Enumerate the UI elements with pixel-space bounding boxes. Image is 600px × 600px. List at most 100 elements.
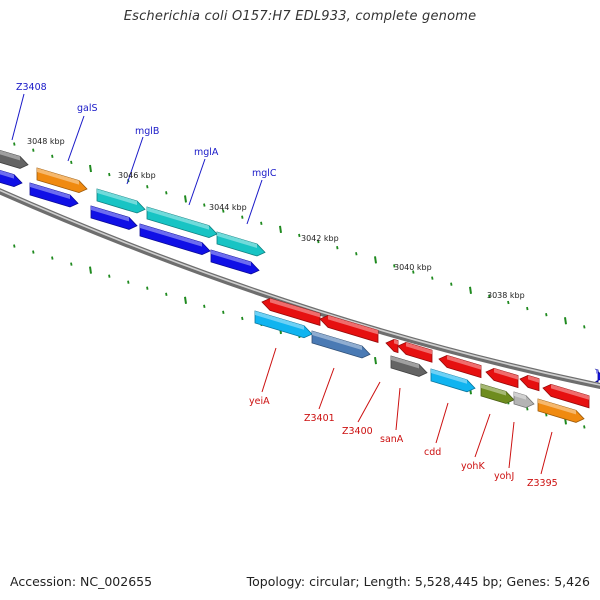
gene-label-yeia[interactable]: yeiA <box>249 396 270 407</box>
tick-mark <box>450 282 453 286</box>
tick-mark <box>32 250 35 254</box>
gene-feature-highlight <box>147 207 209 230</box>
tick-mark <box>222 209 225 213</box>
tick-mark <box>374 256 377 264</box>
leader-line <box>508 421 515 469</box>
gene-feature-highlight <box>551 384 589 400</box>
kbp-label: 3040 kbp <box>394 263 432 272</box>
tick-mark <box>393 264 396 268</box>
tick-mark <box>203 203 206 207</box>
gene-feature <box>397 341 433 363</box>
tick-layer <box>13 142 586 429</box>
gene-feature-highlight <box>328 315 378 335</box>
gene-label-yohk[interactable]: yohK <box>461 461 485 472</box>
tick-mark <box>564 317 567 325</box>
tick-mark <box>526 306 529 311</box>
gene-label-gals[interactable]: galS <box>77 103 98 114</box>
tick-mark <box>32 148 35 152</box>
gene-label-sana[interactable]: sanA <box>380 434 404 445</box>
gene-feature-highlight <box>312 331 362 350</box>
genome-title: Escherichia coli O157:H7 EDL933, complet… <box>123 9 477 24</box>
gene-feature-highlight <box>538 399 576 415</box>
gene-feature-highlight <box>140 224 202 247</box>
gene-feature-highlight <box>406 342 432 355</box>
kbp-label: 3046 kbp <box>118 171 156 180</box>
tick-mark <box>51 256 54 260</box>
tick-mark <box>336 245 339 250</box>
tick-mark <box>13 142 16 146</box>
gene-feature <box>438 354 482 379</box>
gene-feature-highlight <box>30 183 70 199</box>
gene-feature-highlight <box>270 298 320 318</box>
tick-mark <box>70 160 73 165</box>
gene-feature-highlight <box>91 206 129 222</box>
kbp-label: 3042 kbp <box>301 234 339 243</box>
tick-mark <box>222 310 225 315</box>
tick-mark <box>241 215 244 219</box>
tick-mark <box>184 296 187 304</box>
tick-mark <box>127 280 130 284</box>
tick-mark <box>279 225 282 234</box>
leader-layer <box>11 93 553 475</box>
tick-mark <box>70 262 73 266</box>
tick-mark <box>165 292 168 296</box>
tick-mark <box>526 407 529 411</box>
gene-label-z3401[interactable]: Z3401 <box>304 413 335 424</box>
tick-mark <box>51 154 54 158</box>
tick-mark <box>89 164 92 173</box>
gene-feature-highlight <box>0 170 14 179</box>
gene-label-mgla[interactable]: mglA <box>194 147 219 158</box>
leader-line <box>246 179 263 225</box>
backbone-line <box>0 188 600 389</box>
tick-mark <box>545 413 548 417</box>
tick-mark <box>431 276 434 280</box>
gene-label-z3408[interactable]: Z3408 <box>16 82 47 93</box>
leader-line <box>395 387 401 431</box>
feature-layer <box>0 149 600 423</box>
leader-line <box>540 431 553 475</box>
tick-mark <box>260 221 263 225</box>
tick-mark <box>146 286 149 290</box>
gene-label-cdd[interactable]: cdd <box>424 447 441 458</box>
leader-line <box>188 158 206 206</box>
leader-line <box>357 381 381 423</box>
tick-mark <box>355 252 358 256</box>
tick-mark <box>583 425 586 429</box>
gene-feature-highlight <box>481 384 506 396</box>
backbone-highlight <box>0 189 600 386</box>
gene-feature-highlight <box>528 375 539 383</box>
leader-line <box>318 367 335 410</box>
gene-feature-highlight <box>37 168 79 185</box>
leader-line <box>474 413 491 458</box>
tick-mark <box>108 274 111 278</box>
gene-feature <box>542 383 590 409</box>
tick-mark <box>298 233 301 238</box>
gene-feature-highlight <box>97 189 137 205</box>
gene-label-z3400[interactable]: Z3400 <box>342 426 373 437</box>
tick-mark <box>89 266 92 274</box>
tick-mark <box>203 304 206 309</box>
gene-label-yohj[interactable]: yohJ <box>494 471 514 482</box>
gene-label-mglc[interactable]: mglC <box>252 168 277 179</box>
gene-feature-highlight <box>431 369 467 384</box>
gene-feature-highlight <box>211 250 251 266</box>
gene-feature-highlight <box>255 311 304 330</box>
tick-mark <box>184 195 187 203</box>
tick-mark <box>545 313 548 317</box>
kbp-label: 3044 kbp <box>209 203 247 212</box>
gene-feature-highlight <box>217 232 257 248</box>
backbone-layer <box>0 188 600 389</box>
tick-mark <box>583 325 586 329</box>
accession-text: Accession: NC_002655 <box>10 574 153 589</box>
leader-line <box>261 347 277 393</box>
tick-mark <box>412 270 415 274</box>
tick-mark <box>317 239 320 244</box>
leader-line <box>67 115 85 162</box>
leader-line <box>126 136 144 185</box>
gene-label-z3395[interactable]: Z3395 <box>527 478 558 489</box>
leader-line <box>11 93 25 141</box>
tick-mark <box>146 185 149 189</box>
gene-label-mglb[interactable]: mglB <box>135 126 159 137</box>
tick-mark <box>488 294 491 299</box>
